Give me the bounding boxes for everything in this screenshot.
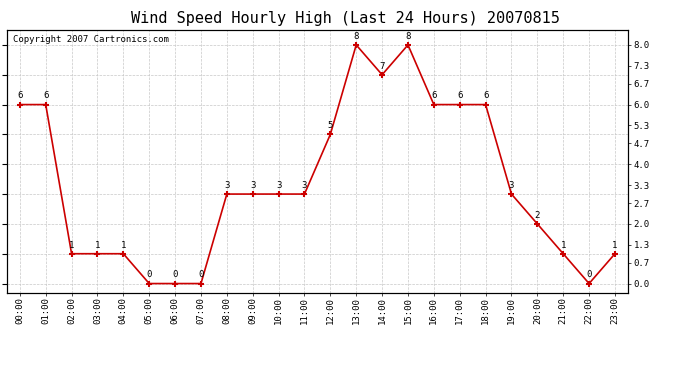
Text: 6: 6	[483, 92, 489, 100]
Text: 3: 3	[302, 181, 307, 190]
Text: 0: 0	[586, 270, 592, 279]
Text: 0: 0	[146, 270, 152, 279]
Text: 0: 0	[198, 270, 204, 279]
Text: 0: 0	[172, 270, 178, 279]
Text: 6: 6	[457, 92, 462, 100]
Text: 6: 6	[43, 92, 48, 100]
Text: 8: 8	[405, 32, 411, 41]
Text: 3: 3	[224, 181, 230, 190]
Text: 6: 6	[431, 92, 437, 100]
Text: 6: 6	[17, 92, 23, 100]
Text: 1: 1	[612, 240, 618, 249]
Text: 1: 1	[121, 240, 126, 249]
Text: 2: 2	[535, 211, 540, 220]
Text: 3: 3	[250, 181, 255, 190]
Text: 7: 7	[380, 62, 385, 70]
Text: 5: 5	[328, 121, 333, 130]
Text: 3: 3	[276, 181, 282, 190]
Text: 8: 8	[353, 32, 359, 41]
Text: Wind Speed Hourly High (Last 24 Hours) 20070815: Wind Speed Hourly High (Last 24 Hours) 2…	[130, 11, 560, 26]
Text: 3: 3	[509, 181, 514, 190]
Text: 1: 1	[69, 240, 75, 249]
Text: 1: 1	[95, 240, 100, 249]
Text: 1: 1	[560, 240, 566, 249]
Text: Copyright 2007 Cartronics.com: Copyright 2007 Cartronics.com	[13, 35, 169, 44]
